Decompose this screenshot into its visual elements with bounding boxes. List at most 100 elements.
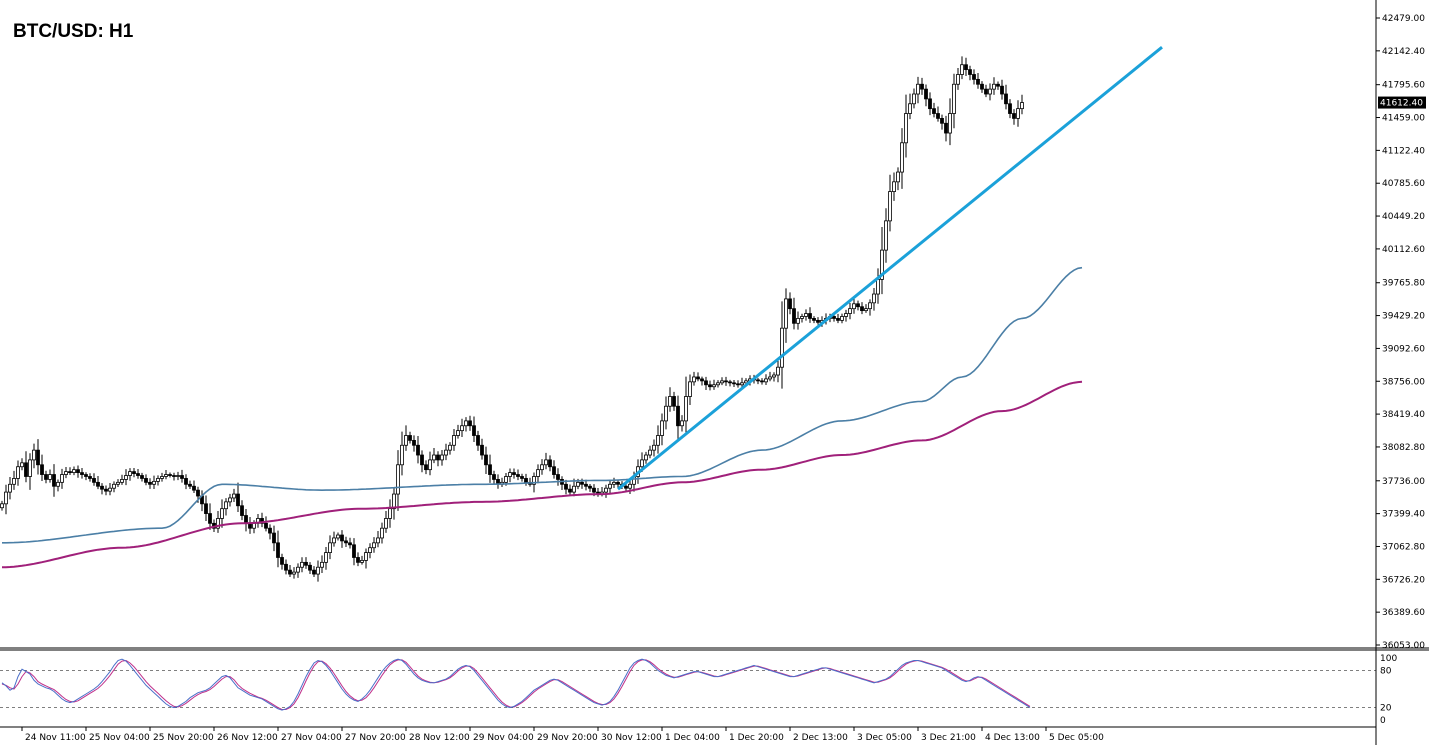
- candle: [556, 468, 560, 486]
- candle-body-down: [696, 376, 700, 380]
- candle-body-up: [908, 103, 912, 114]
- oscillator-level-label: 0: [1380, 716, 1386, 726]
- candle: [224, 498, 228, 516]
- candle: [44, 470, 48, 484]
- candle-body-up: [360, 560, 364, 563]
- candle: [168, 472, 172, 478]
- candle-body-down: [1012, 113, 1016, 119]
- candle: [60, 468, 64, 489]
- candle-body-down: [972, 74, 976, 80]
- candle: [384, 511, 388, 533]
- candle-body-up: [48, 474, 52, 480]
- candle-body-down: [512, 472, 516, 475]
- candle-body-down: [728, 381, 732, 384]
- candle-body-down: [788, 298, 792, 310]
- candle-body-down: [940, 118, 944, 124]
- x-tick-label: 5 Dec 05:00: [1049, 733, 1104, 743]
- candle-body-down: [424, 464, 428, 471]
- candle-body-up: [128, 471, 132, 476]
- candle-body-down: [548, 459, 552, 468]
- candle: [516, 469, 520, 481]
- candle-body-up: [784, 298, 788, 329]
- candle: [0, 500, 4, 511]
- candle-body-down: [196, 489, 200, 497]
- candle-body-down: [96, 481, 100, 487]
- candle-body-up: [608, 483, 612, 489]
- candle-body-down: [40, 464, 44, 475]
- candle-body-up: [572, 485, 576, 493]
- candle: [236, 482, 240, 513]
- candle: [976, 73, 980, 89]
- oscillator-pane[interactable]: 100 80 20 0: [0, 647, 1429, 726]
- candle-body-down: [288, 569, 292, 575]
- candle-body-up: [60, 474, 64, 483]
- candle-body-down: [488, 464, 492, 475]
- candle-body-down: [348, 542, 352, 546]
- price-pane[interactable]: [0, 46, 1163, 582]
- candle: [176, 471, 180, 481]
- candle: [904, 94, 908, 158]
- candle: [120, 474, 124, 485]
- candle-body-down: [584, 483, 588, 487]
- candle-body-up: [116, 481, 120, 485]
- candle: [964, 57, 968, 76]
- candle-body-up: [740, 382, 744, 386]
- candle: [648, 445, 652, 459]
- candle-body-down: [624, 485, 628, 489]
- candle: [440, 449, 444, 466]
- candle-body-up: [604, 487, 608, 493]
- candle: [372, 537, 376, 553]
- candle: [432, 448, 436, 464]
- candle: [916, 76, 920, 104]
- candle: [444, 443, 448, 461]
- candle-body-down: [44, 474, 48, 480]
- y-tick-label: 39092.60: [1382, 344, 1425, 354]
- candle-body-down: [676, 405, 680, 427]
- candle: [204, 495, 208, 521]
- candle-body-up: [576, 481, 580, 487]
- candle-body-down: [556, 474, 560, 480]
- candle: [892, 172, 896, 201]
- candle: [936, 106, 940, 122]
- candle-body-down: [140, 475, 144, 479]
- candle: [64, 466, 68, 479]
- x-tick-label: 26 Nov 12:00: [217, 733, 278, 743]
- candle: [332, 531, 336, 547]
- x-tick-label: 25 Nov 04:00: [89, 733, 150, 743]
- candle: [40, 454, 44, 482]
- candle-body-down: [792, 308, 796, 324]
- candle-body-down: [80, 472, 84, 475]
- candle-body-down: [856, 303, 860, 308]
- candle: [320, 555, 324, 573]
- candle: [268, 524, 272, 540]
- candle-body-up: [232, 493, 236, 499]
- candle-body-down: [836, 318, 840, 321]
- candle-body-up: [292, 571, 296, 575]
- candle-body-up: [300, 561, 304, 568]
- candle-body-up: [124, 475, 128, 480]
- candle-body-up: [440, 454, 444, 461]
- candle-body-down: [272, 532, 276, 544]
- candle: [608, 479, 612, 494]
- candle-body-down: [672, 396, 676, 407]
- candle: [932, 102, 936, 118]
- candle: [796, 311, 800, 330]
- candle: [472, 416, 476, 443]
- current-price-tag: [1378, 96, 1426, 109]
- candle: [924, 84, 928, 107]
- candle-body-down: [968, 69, 972, 75]
- candle: [684, 376, 688, 436]
- candle: [352, 538, 356, 566]
- candle: [548, 455, 552, 472]
- x-tick-label: 24 Nov 11:00: [25, 733, 86, 743]
- candle: [692, 371, 696, 386]
- candle: [688, 374, 692, 406]
- candle-body-up: [328, 542, 332, 553]
- candle: [468, 415, 472, 431]
- candle: [1000, 79, 1004, 100]
- candle: [452, 429, 456, 451]
- candle-body-down: [36, 449, 40, 466]
- candle: [192, 480, 196, 494]
- candle-body-up: [904, 113, 908, 144]
